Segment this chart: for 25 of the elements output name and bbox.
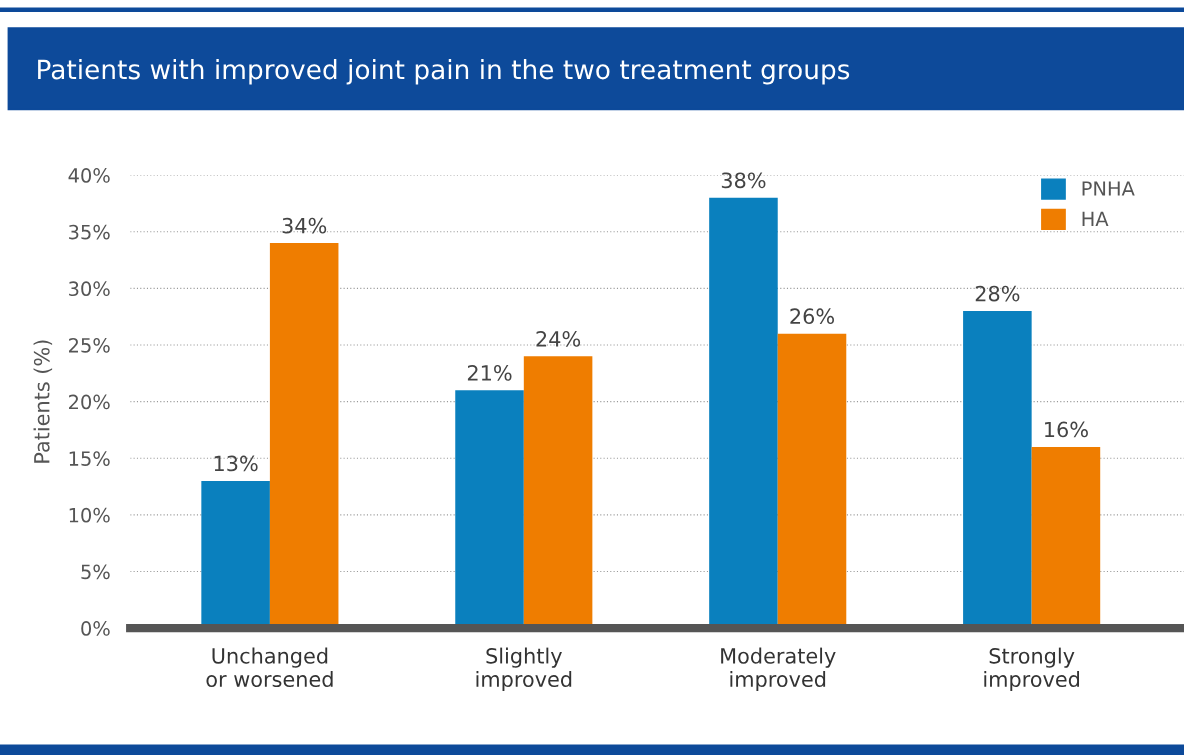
y-tick-label: 10% (69, 507, 110, 523)
x-tick-label: Slightly improved (476, 647, 572, 692)
y-tick-label: 35% (69, 224, 110, 240)
y-tick-label: 15% (69, 451, 110, 466)
y-tick-label: 25% (69, 337, 110, 353)
text: 13% (214, 455, 258, 472)
y-tick-label: 40% (68, 168, 110, 183)
y-tick-label: 20% (69, 394, 110, 410)
y-tick-label: 30% (69, 281, 110, 297)
x-tick-label: Strongly improved (984, 647, 1080, 692)
y-tick-label: 5% (81, 564, 110, 580)
text: 16% (1045, 421, 1088, 438)
text: 34% (282, 217, 327, 234)
y-tick-label: 0% (81, 621, 110, 636)
text: 26% (790, 308, 835, 325)
chart-title: Patients with improved joint pain in the two treatment groups (38, 58, 850, 85)
y-axis-title: Patients (%) (33, 340, 53, 463)
legend-label: PNHA (1082, 181, 1135, 196)
text: 38% (721, 172, 766, 189)
text: 21% (467, 364, 512, 381)
x-tick-label: Unchanged or worsened (206, 647, 333, 688)
text: 28% (975, 285, 1020, 302)
legend-label: HA (1082, 211, 1109, 226)
text: 24% (536, 331, 581, 347)
x-tick-label: Moderately improved (721, 647, 836, 692)
